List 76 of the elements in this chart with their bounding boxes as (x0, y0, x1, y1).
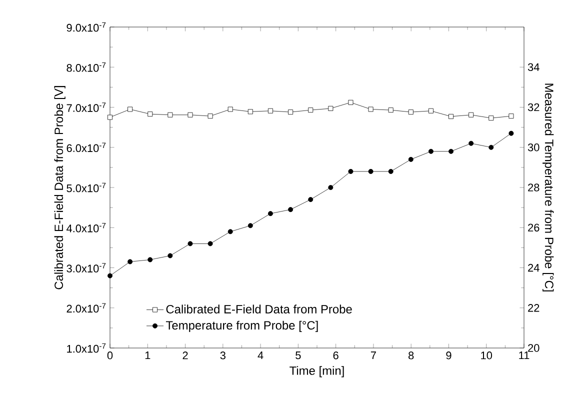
point (408, 110, 414, 115)
point (208, 114, 213, 119)
point (108, 273, 112, 278)
y2-tick-label: 20 (528, 344, 540, 352)
y-tick-label: 7.0x10$^{-7}$ (66, 102, 106, 112)
y-tick-label: 5.0x10$^{-7}$ (66, 182, 106, 192)
y-tick-label: 9.0x10$^{-7}$ (66, 22, 106, 32)
x-tick-label: 2 (182, 352, 188, 360)
point (248, 223, 253, 228)
y-tick-label: 8.0x10$^{-7}$ (66, 62, 106, 72)
point (228, 229, 233, 234)
x-axis-title: Time [min] (290, 366, 344, 378)
point (368, 106, 374, 112)
x-tick-label: 5 (296, 352, 301, 360)
x-tick-label: 3 (220, 352, 226, 360)
point (408, 156, 414, 162)
point (328, 185, 334, 190)
point (328, 106, 334, 111)
x-tick-label: 10 (481, 352, 492, 360)
point (228, 106, 233, 112)
y-tick-label: 6.0x10$^{-7}$ (66, 142, 106, 152)
point (308, 108, 314, 113)
point (348, 100, 354, 105)
point (448, 114, 454, 119)
point (168, 112, 173, 118)
x-tick-label: 7 (370, 352, 376, 360)
point (188, 112, 193, 118)
y2-tick-label: 30 (528, 144, 540, 152)
x-tick-label: 6 (333, 352, 338, 360)
point (128, 259, 133, 264)
y2-tick-label: 28 (528, 184, 540, 192)
y2-tick-label: 22 (528, 304, 540, 312)
point (148, 112, 153, 117)
point (268, 108, 273, 114)
point (188, 241, 193, 246)
point (308, 197, 314, 202)
y-tick-label: 2.0x10$^{-7}$ (66, 303, 106, 313)
legend-label: Calibrated E-Field Data from Probe (166, 304, 352, 314)
point (488, 144, 494, 150)
y-axis-title: Calibrated E-Field Data from Probe [V] (54, 86, 66, 290)
point (168, 253, 173, 258)
point (208, 241, 213, 246)
x-tick-label: 11 (519, 352, 530, 360)
y2-tick-label: 24 (528, 264, 540, 272)
y-tick-label: 3.0x10$^{-7}$ (66, 263, 106, 272)
point (428, 148, 434, 154)
y-tick-label: 4.0x10$^{-7}$ (66, 222, 106, 232)
point (108, 114, 112, 120)
point (428, 108, 434, 114)
x-tick-label: 1 (145, 352, 150, 360)
point (288, 110, 294, 115)
point (448, 148, 454, 154)
point (388, 168, 394, 174)
x-tick-label: 0 (107, 352, 113, 360)
point (388, 108, 394, 113)
point (468, 112, 474, 118)
point (508, 130, 514, 136)
point (488, 116, 494, 121)
point (348, 168, 354, 174)
point (468, 140, 474, 146)
y2-axis-title: Measured Temperature from Probe [°C] (542, 84, 554, 292)
y-tick-label: 1.0x10$^{-7}$ (67, 343, 106, 353)
point (268, 211, 273, 216)
point (288, 207, 294, 212)
point (368, 168, 374, 174)
y2-tick-label: 32 (528, 103, 540, 112)
point (128, 106, 133, 112)
point (508, 114, 514, 119)
point (248, 109, 253, 114)
point (148, 257, 153, 262)
x-tick-label: 8 (408, 352, 414, 360)
y2-tick-label: 26 (528, 224, 540, 232)
x-tick-label: 9 (446, 352, 452, 360)
legend-label: Temperature from Probe [°C] (166, 320, 318, 332)
x-tick-label: 4 (258, 352, 264, 360)
y2-tick-label: 34 (528, 63, 540, 72)
